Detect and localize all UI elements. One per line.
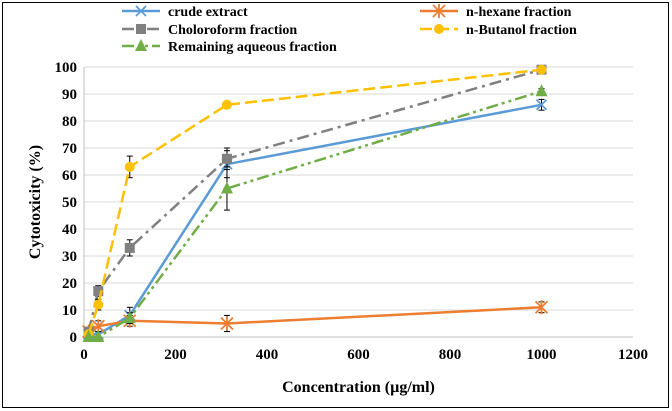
series-line-crude-extract (88, 103, 542, 336)
data-point-choloroform-fraction-2 (124, 242, 135, 253)
x-tick-label-800: 800 (439, 347, 462, 363)
y-tick-label-50: 50 (62, 195, 77, 211)
data-point-n-butanol-fraction-2 (124, 161, 135, 172)
y-tick-label-90: 90 (62, 87, 77, 103)
series-crude-extract (82, 98, 548, 340)
y-tick-label-0: 0 (70, 330, 78, 346)
legend-label-n-hexane-fraction: n-hexane fraction (466, 5, 572, 20)
x-tick-label-0: 0 (80, 347, 88, 363)
legend-item-remaining-aqueous-fraction: Remaining aqueous fraction (122, 39, 337, 55)
series-lines (81, 64, 549, 342)
series-n-hexane-fraction (81, 300, 549, 339)
legend-marker-n-hexane-fraction (432, 4, 446, 18)
series-remaining-aqueous-fraction (82, 84, 548, 342)
series-line-n-hexane-fraction (87, 306, 542, 333)
y-tick-label-20: 20 (62, 276, 77, 292)
data-point-n-hexane-fraction-4 (534, 300, 549, 315)
y-tick-label-40: 40 (62, 222, 77, 238)
gridlines (84, 66, 633, 338)
y-tick-label-70: 70 (62, 141, 77, 157)
y-tick-label-60: 60 (62, 168, 77, 184)
legend-item-choloroform-fraction: Choloroform fraction (122, 23, 297, 38)
y-tick-label-100: 100 (55, 60, 78, 76)
data-point-crude-extract-4 (535, 99, 548, 111)
legend-marker-n-butanol-fraction (434, 24, 444, 34)
x-tick-label-400: 400 (256, 347, 279, 363)
x-tick-label-200: 200 (164, 347, 187, 363)
data-point-remaining-aqueous-fraction-3 (220, 181, 233, 194)
legend: crude extract n-hexane fraction Cholorofor… (122, 4, 577, 55)
legend-marker-crude-extract (135, 5, 147, 17)
data-point-choloroform-fraction-1 (93, 286, 104, 297)
x-tick-label-1200: 1200 (618, 347, 648, 363)
series-line-choloroform-fraction (87, 68, 542, 332)
data-point-remaining-aqueous-fraction-1 (92, 330, 105, 342)
legend-item-n-butanol-fraction: n-Butanol fraction (420, 23, 577, 38)
y-tick-label-30: 30 (62, 249, 77, 265)
legend-label-choloroform-fraction: Choloroform fraction (168, 23, 297, 38)
data-point-n-butanol-fraction-3 (221, 99, 232, 110)
legend-label-crude-extract: crude extract (168, 5, 248, 20)
series-choloroform-fraction (83, 64, 547, 337)
y-tick-label-80: 80 (62, 114, 77, 130)
series-line-remaining-aqueous-fraction (88, 90, 542, 339)
legend-marker-remaining-aqueous-fraction (135, 39, 147, 51)
data-point-n-hexane-fraction-3 (220, 316, 234, 331)
y-axis-title: Cytotoxicity (%) (27, 145, 44, 259)
legend-item-crude-extract: crude extract (122, 5, 248, 20)
x-tick-label-600: 600 (347, 347, 370, 363)
data-point-remaining-aqueous-fraction-4 (535, 84, 548, 97)
x-axis-title: Concentration (µg/ml) (282, 379, 435, 396)
data-point-remaining-aqueous-fraction-2 (123, 311, 136, 324)
legend-item-n-hexane-fraction: n-hexane fraction (420, 4, 572, 20)
legend-label-remaining-aqueous-fraction: Remaining aqueous fraction (168, 40, 337, 55)
data-point-choloroform-fraction-3 (221, 153, 232, 164)
data-point-n-butanol-fraction-4 (536, 64, 547, 75)
legend-marker-choloroform-fraction (136, 24, 146, 34)
y-tick-label-10: 10 (62, 303, 77, 319)
legend-label-n-butanol-fraction: n-Butanol fraction (466, 23, 577, 38)
x-tick-label-1000: 1000 (527, 347, 557, 363)
data-point-n-butanol-fraction-1 (93, 299, 104, 310)
data-point-remaining-aqueous-fraction-0 (82, 330, 95, 342)
